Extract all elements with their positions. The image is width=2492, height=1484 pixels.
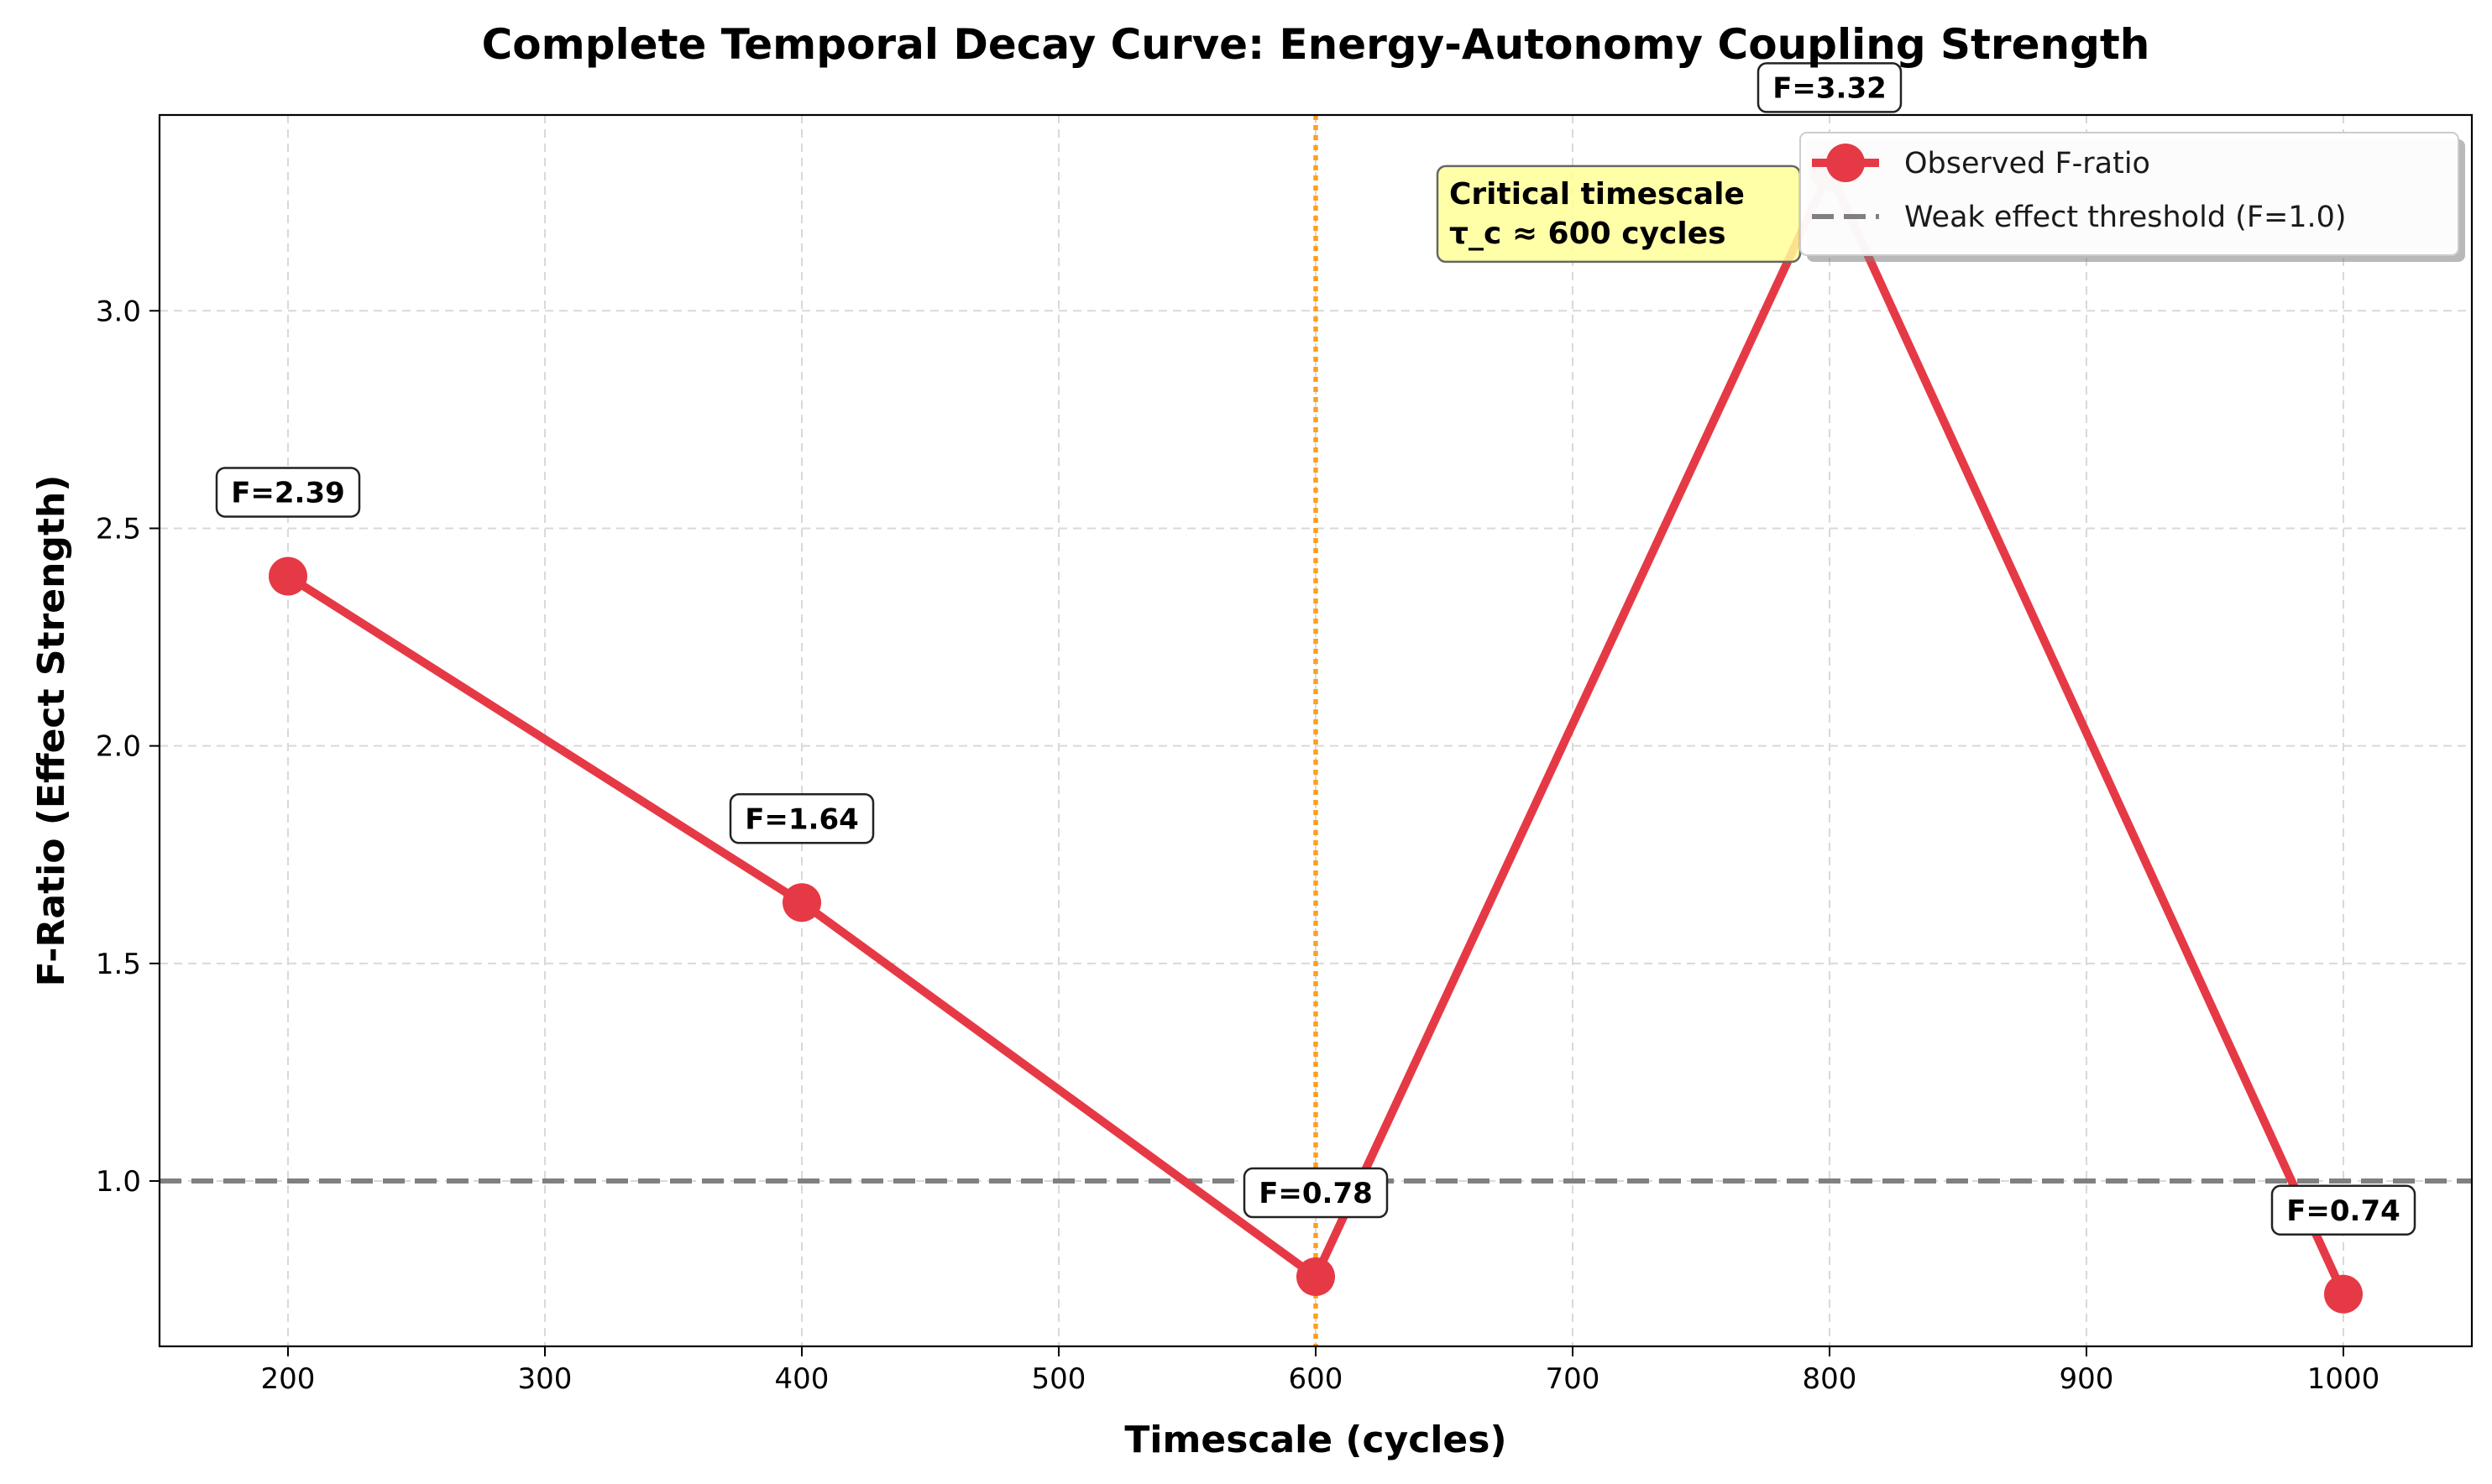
data-label-box bbox=[2270, 1184, 2416, 1236]
y-axis-label: F-Ratio (Effect Strength) bbox=[30, 475, 73, 987]
data-labels: F=2.39 F=1.64 F=0.78 F=3.32 F=0.74 bbox=[215, 62, 2416, 1236]
x-tick-label: 200 bbox=[261, 1362, 316, 1396]
y-tick-label: 2.0 bbox=[96, 730, 141, 764]
data-label-text: F=0.78 bbox=[1259, 1177, 1373, 1210]
data-label-text: F=1.64 bbox=[745, 802, 859, 836]
axis-ticks: 200 300 400 500 600 700 800 900 1000 1.0 1.5 2.0 2.5… bbox=[96, 295, 2379, 1396]
legend-series-label: Observed F-ratio bbox=[1904, 147, 2150, 180]
x-tick-label: 400 bbox=[775, 1362, 830, 1396]
annotation-text: τ_c ≈ 600 cycles bbox=[1449, 217, 1726, 251]
data-label-text: F=2.39 bbox=[231, 476, 345, 509]
x-tick-label: 800 bbox=[1803, 1362, 1857, 1396]
y-tick-label: 2.5 bbox=[96, 512, 141, 546]
x-tick-label: 300 bbox=[518, 1362, 573, 1396]
x-tick-label: 700 bbox=[1546, 1362, 1600, 1396]
chart-title: Complete Temporal Decay Curve: Energy-Au… bbox=[482, 20, 2150, 69]
y-tick-label: 1.0 bbox=[96, 1165, 141, 1199]
x-tick-label: 1000 bbox=[2307, 1362, 2380, 1396]
x-tick-label: 900 bbox=[2060, 1362, 2114, 1396]
legend: Observed F-ratio Weak effect threshold (F… bbox=[1799, 132, 2465, 262]
data-label: F=3.32 bbox=[1756, 62, 1903, 113]
data-point bbox=[1296, 1257, 1335, 1297]
data-label-box bbox=[729, 793, 875, 844]
data-point bbox=[2324, 1274, 2363, 1314]
legend-series-marker bbox=[1826, 144, 1865, 182]
y-tick-label: 1.5 bbox=[96, 948, 141, 981]
legend-box bbox=[1799, 132, 2459, 256]
data-label-text: F=3.32 bbox=[1772, 71, 1887, 105]
y-tick-label: 3.0 bbox=[96, 295, 141, 328]
data-label: F=1.64 bbox=[729, 793, 875, 844]
x-axis-label: Timescale (cycles) bbox=[1124, 1419, 1506, 1461]
legend-threshold-label: Weak effect threshold (F=1.0) bbox=[1904, 201, 2347, 234]
data-label: F=0.78 bbox=[1243, 1167, 1389, 1219]
data-label: F=2.39 bbox=[215, 467, 361, 518]
data-label-box bbox=[1243, 1167, 1389, 1219]
x-tick-label: 600 bbox=[1289, 1362, 1343, 1396]
data-label-box bbox=[1756, 62, 1903, 113]
data-label: F=0.74 bbox=[2270, 1184, 2416, 1236]
x-tick-label: 500 bbox=[1032, 1362, 1086, 1396]
annotation: Critical timescale τ_c ≈ 600 cycles bbox=[1436, 165, 1802, 264]
data-label-box bbox=[215, 467, 361, 518]
data-point bbox=[783, 883, 821, 922]
data-label-text: F=0.74 bbox=[2286, 1194, 2400, 1228]
annotation-text: Critical timescale bbox=[1449, 177, 1745, 212]
data-point bbox=[269, 556, 307, 596]
